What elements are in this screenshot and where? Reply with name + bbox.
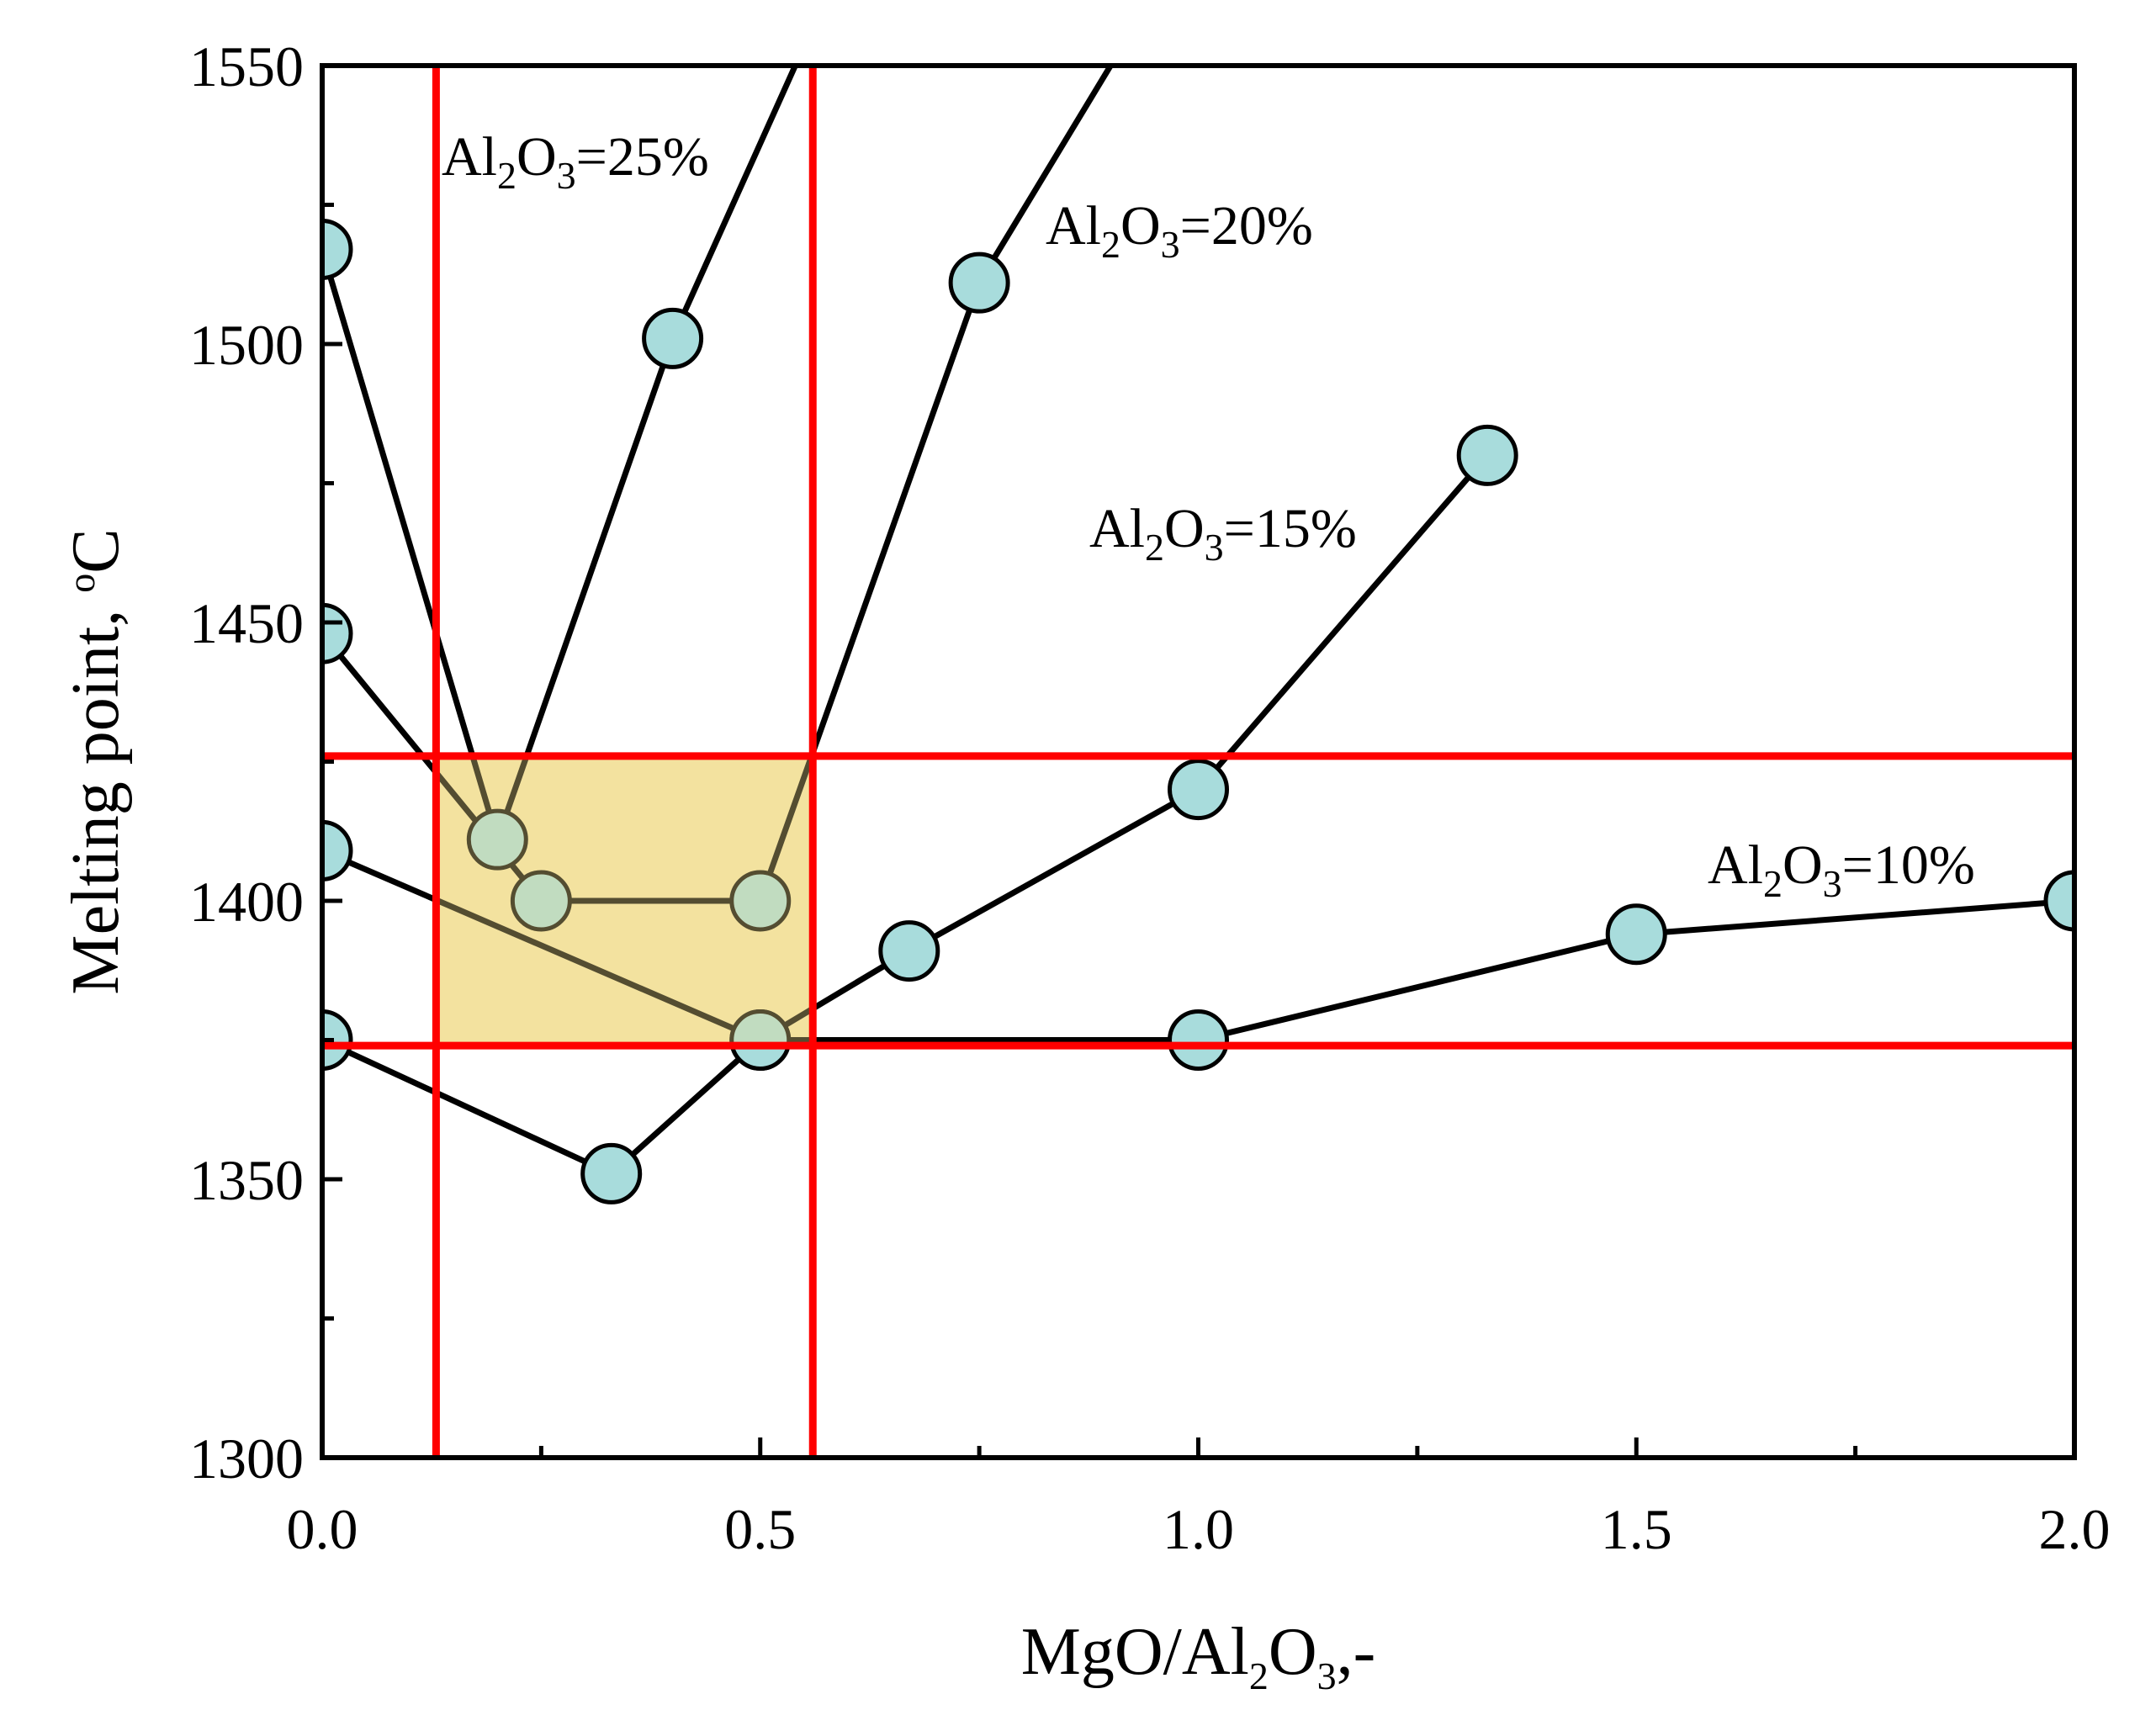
series-label-1: Al2O3=10%	[1708, 834, 1975, 905]
data-point-series-2-pt-2	[729, 1009, 792, 1071]
series-label-text: O	[516, 126, 557, 188]
data-point-series-1-pt-6	[2043, 870, 2074, 932]
data-point-series-1-pt-1	[322, 1009, 353, 1071]
data-point-series-4-pt-3	[642, 307, 704, 369]
series-line-4	[322, 66, 798, 843]
series-label-4: Al2O3=25%	[442, 126, 709, 197]
series-label-subscript: 2	[497, 154, 516, 197]
x-axis-title-text: MgO/Al	[1021, 1615, 1249, 1689]
x-axis-title-subscript: 3	[1317, 1654, 1337, 1697]
axes: 0.0 0.5 1.0 1.5 2.0 1300 1350 1400 1450 1500 1550	[189, 34, 2111, 1561]
series-label-subscript: 2	[1145, 526, 1164, 569]
data-point-series-4-pt-2	[466, 808, 528, 871]
data-point-series-2-pt-3	[878, 920, 940, 982]
highlight-region-overlay	[436, 755, 813, 1046]
x-axis-title-subscript: 2	[1249, 1654, 1269, 1697]
data-point-series-2-pt-5	[1456, 424, 1518, 486]
y-axis-title: Melting point, oC	[59, 528, 133, 994]
x-tick-label-0: 0.0	[287, 1497, 358, 1561]
data-point-series-2-pt-1	[322, 819, 353, 881]
data-point-series-2-pt-4	[1168, 759, 1229, 821]
series-label-subscript: 3	[557, 154, 576, 197]
y-axis-title-superscript: o	[60, 574, 103, 593]
x-tick-label-1: 0.5	[724, 1497, 796, 1561]
data-point-series-4-pt-1	[322, 218, 353, 280]
series-labels: Al2O3=10%Al2O3=15%Al2O3=20%Al2O3=25%	[442, 126, 1975, 905]
series-label-text: Al	[1046, 195, 1101, 257]
series-label-3: Al2O3=20%	[1046, 195, 1313, 266]
series-markers	[322, 218, 2074, 1204]
x-axis-title-text: ,-	[1337, 1615, 1376, 1689]
series-line-1	[322, 897, 2074, 1177]
series-label-text: O	[1164, 498, 1205, 559]
data-point-series-1-pt-5	[1605, 903, 1667, 966]
data-point-series-3-pt-2	[510, 870, 572, 932]
data-point-series-3-pt-3	[729, 870, 792, 932]
y-tick-label-1: 1350	[189, 1148, 304, 1212]
reference-lines	[322, 66, 2074, 1458]
y-axis-title-text: Melting point,	[59, 593, 133, 995]
series-label-text: Al	[1708, 834, 1763, 896]
series-label-subscript: 3	[1205, 526, 1224, 569]
data-point-series-3-pt-1	[322, 602, 353, 664]
y-tick-label-3: 1450	[189, 591, 304, 655]
series-label-subscript: 3	[1823, 862, 1842, 905]
data-point-series-1-pt-2	[580, 1142, 643, 1204]
y-axis-title-text: C	[59, 528, 133, 573]
x-tick-label-4: 2.0	[2039, 1497, 2111, 1561]
series-label-text: =20%	[1180, 195, 1313, 257]
series-label-text: =15%	[1224, 498, 1357, 559]
y-tick-label-0: 1300	[189, 1427, 304, 1490]
series-label-text: =25%	[576, 126, 709, 188]
series-label-text: =10%	[1842, 834, 1975, 896]
series-label-text: O	[1120, 195, 1161, 257]
x-axis-title: MgO/Al2O3,-	[1021, 1615, 1376, 1697]
axis-titles: MgO/Al2O3,-Melting point, oC	[59, 528, 1375, 1697]
series-label-subscript: 3	[1161, 223, 1180, 266]
series-label-subscript: 2	[1763, 862, 1783, 905]
series-label-text: Al	[442, 126, 497, 188]
x-tick-label-2: 1.0	[1163, 1497, 1234, 1561]
y-tick-label-2: 1400	[189, 870, 304, 934]
series-label-text: O	[1783, 834, 1823, 896]
y-tick-label-5: 1550	[189, 34, 304, 98]
series-label-subscript: 2	[1101, 223, 1120, 266]
data-point-series-3-pt-4	[948, 251, 1010, 314]
y-tick-label-4: 1500	[189, 313, 304, 377]
x-tick-label-3: 1.5	[1601, 1497, 1672, 1561]
series-label-text: Al	[1089, 498, 1145, 559]
x-axis-title-text: O	[1269, 1615, 1317, 1689]
series-label-2: Al2O3=15%	[1089, 498, 1357, 569]
data-point-series-1-pt-4	[1168, 1009, 1229, 1071]
